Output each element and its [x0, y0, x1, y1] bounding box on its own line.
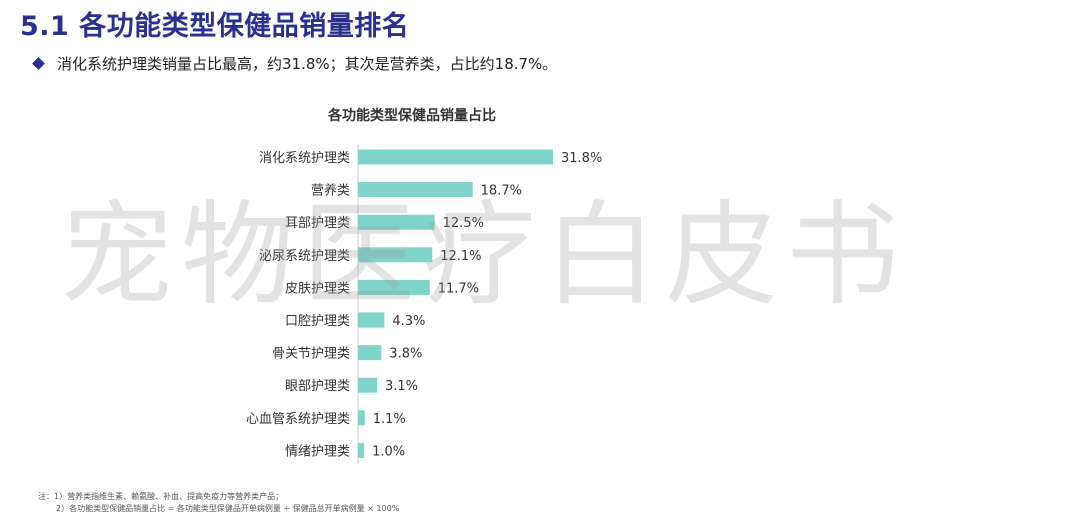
bar — [358, 442, 365, 458]
value-label: 31.8% — [561, 151, 602, 166]
category-label: 骨关节护理类 — [272, 347, 350, 362]
category-label: 泌尿系统护理类 — [259, 249, 350, 264]
bar — [358, 377, 378, 393]
bar — [358, 214, 435, 230]
bar — [358, 410, 365, 426]
chart-title: 各功能类型保健品销量占比 — [327, 107, 496, 124]
value-label: 3.8% — [389, 347, 422, 362]
value-label: 1.0% — [372, 444, 405, 459]
bar — [358, 149, 553, 165]
category-label: 消化系统护理类 — [259, 151, 350, 166]
value-label: 12.1% — [440, 249, 481, 264]
bar — [358, 279, 430, 295]
bars-group: 消化系统护理类 31.8% 营养类 18.7% 耳部护理类 12.5% 泌尿系统护理类 12.… — [246, 149, 602, 459]
bar — [358, 247, 433, 263]
footnote-2: 2）各功能类型保健品销量占比 = 各功能类型保健品开单病例量 ÷ 保健品总开单病… — [56, 504, 400, 513]
summary-text: 消化系统护理类销量占比最高，约31.8%；其次是营养类，占比约18.7%。 — [57, 55, 558, 73]
category-label: 心血管系统护理类 — [246, 412, 350, 427]
footnote-1: 注：1）营养类指维生素、赖氨酸、补血、提高免疫力等营养类产品； — [38, 492, 284, 501]
summary-bullet: 消化系统护理类销量占比最高，约31.8%；其次是营养类，占比约18.7%。 — [32, 53, 558, 74]
value-label: 3.1% — [385, 379, 418, 394]
category-label: 营养类 — [311, 183, 350, 199]
value-label: 1.1% — [373, 412, 406, 427]
category-label: 皮肤护理类 — [285, 281, 350, 296]
page-title: 5.1 各功能类型保健品销量排名 — [20, 11, 410, 42]
category-label: 口腔护理类 — [285, 314, 350, 329]
category-label: 眼部护理类 — [285, 379, 350, 394]
bar — [358, 345, 382, 361]
bar — [358, 182, 473, 198]
value-label: 18.7% — [481, 184, 522, 199]
value-label: 4.3% — [392, 314, 425, 329]
category-label: 情绪护理类 — [285, 444, 350, 459]
bar — [358, 312, 385, 328]
value-label: 11.7% — [438, 281, 479, 296]
category-label: 耳部护理类 — [285, 216, 350, 231]
value-label: 12.5% — [443, 216, 484, 231]
